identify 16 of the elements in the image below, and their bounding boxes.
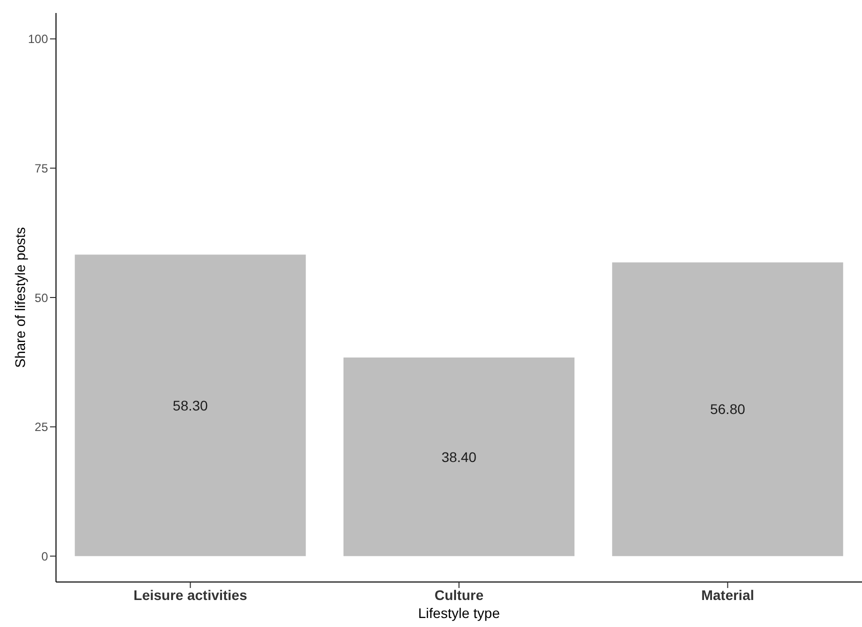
y-tick-label: 0	[41, 549, 48, 564]
y-tick-label: 75	[34, 161, 48, 176]
bar	[74, 254, 306, 556]
x-tick-label: Material	[701, 586, 754, 603]
bar	[612, 262, 844, 556]
data-label: 58.30	[172, 397, 208, 414]
y-tick-label: 50	[34, 290, 48, 305]
y-tick-label: 100	[28, 32, 48, 46]
data-label: 56.80	[710, 401, 746, 418]
y-tick-label: 25	[34, 420, 48, 434]
y-axis-title: Share of lifestyle posts	[12, 227, 28, 368]
bar	[343, 358, 574, 556]
x-tick-label: Leisure activities	[134, 586, 248, 603]
x-tick-label: Culture	[434, 586, 484, 603]
data-label: 38.40	[441, 448, 477, 465]
x-axis-title: Lifestyle type	[418, 605, 500, 621]
